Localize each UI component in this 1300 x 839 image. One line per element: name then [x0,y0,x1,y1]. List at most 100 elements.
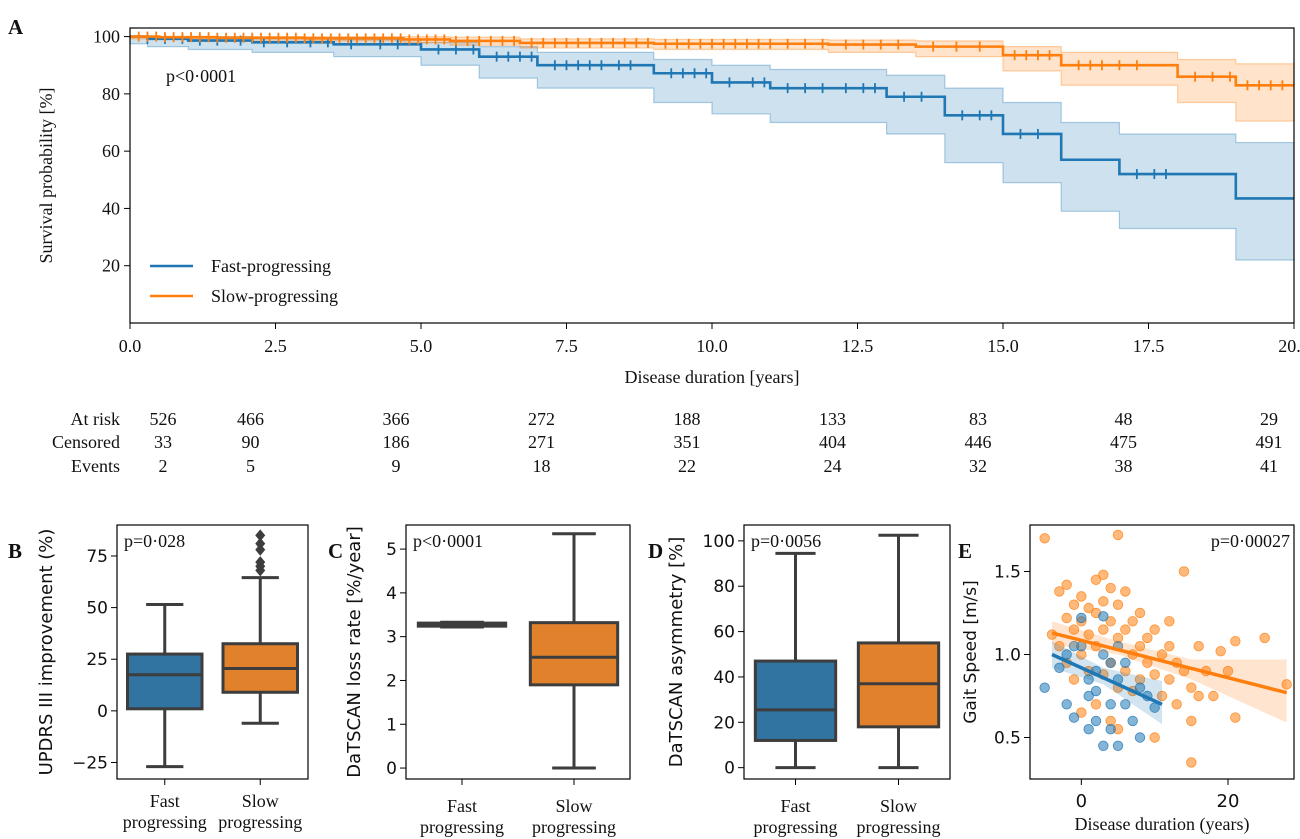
x-tick-label: 20.0 [1278,336,1300,356]
y-tick-label: 40 [102,198,120,218]
plot-frame [1029,524,1295,780]
box-panel-datscan-loss: 012345FastprogressingSlowprogressingDaTS… [344,524,631,837]
risk-cell: 526 [150,409,177,429]
x-category-label: Slow [555,796,592,816]
y-tick-label: 2 [386,671,397,691]
scatter-point [1083,674,1094,685]
risk-cell: 186 [383,432,410,452]
risk-row-label: At risk [71,409,121,429]
risk-cell: 9 [392,456,401,476]
y-tick-label: −25 [72,753,108,773]
risk-row-label: Events [71,456,120,476]
risk-cell: 41 [1260,456,1278,476]
scatter-point [1061,579,1072,590]
scatter-point [1127,616,1138,627]
scatter-point [1222,665,1234,677]
x-tick-label: 15.0 [987,336,1019,356]
ci-band-fast [129,35,1295,261]
y-tick-label: 4 [386,584,397,604]
y-tick-label: 0 [97,702,108,722]
scatter-point [1230,636,1241,647]
y-tick-label: 1.5 [994,562,1021,582]
scatter-point [1215,645,1226,657]
scatter-point [1098,740,1109,751]
scatter-point [1186,715,1197,727]
ci-band-slow [129,35,1295,122]
x-category-label: progressing [754,817,838,837]
y-tick-label: 20 [713,713,735,733]
scatter-point [1186,757,1197,768]
y-tick-label: 5 [386,540,397,560]
x-category-label: progressing [218,812,302,832]
scatter-point [1281,679,1292,690]
y-tick-label: 40 [713,668,735,688]
scatter-point [1105,616,1116,627]
panel-label-c: C [328,539,343,563]
risk-row-label: Censored [52,432,120,452]
legend-label: Fast-progressing [211,256,331,276]
y-tick-label: 1 [386,715,397,735]
risk-cell: 48 [1115,409,1133,429]
scatter-point [1098,596,1109,607]
scatter-point [1134,640,1146,652]
x-category-label: Fast [447,796,477,816]
scatter-point [1090,699,1102,710]
scatter-point [1164,616,1175,627]
risk-cell: 271 [528,432,555,452]
risk-cell: 366 [383,409,410,429]
scatter-point [1098,624,1109,635]
risk-cell: 404 [819,432,846,452]
y-tick-label: 1.0 [994,645,1021,665]
plot-frame [405,524,631,780]
y-tick-label: 75 [86,547,108,567]
x-tick-label: 7.5 [555,336,578,356]
scatter-point [1112,529,1124,541]
box-panel-datscan-asymmetry: 020406080100FastprogressingSlowprogressi… [666,524,951,837]
scatter-point [1076,707,1087,718]
scatter-point [1098,649,1109,660]
scatter-point [1090,574,1102,585]
scatter-point [1149,624,1160,635]
scatter-point [1090,685,1102,697]
y-tick-label: 0 [386,759,397,779]
y-tick-label: 3 [386,628,397,648]
scatter-point [1193,640,1204,652]
x-category-label: Slow [242,791,279,811]
p-value: p<0·0001 [166,66,236,86]
risk-cell: 18 [533,456,551,476]
scatter-point [1259,632,1270,644]
scatter-point [1061,612,1072,624]
panel-label-d: D [648,539,663,563]
risk-cell: 38 [1115,456,1133,476]
risk-cell: 22 [678,456,696,476]
y-axis-label: UPDRS III improvement (%) [36,529,57,776]
outlier-marker [255,537,266,550]
scatter-point [1068,599,1080,610]
scatter-point [1105,699,1116,710]
scatter-point [1134,732,1146,743]
scatter-panel-gait: 0 20 0.5 1.0 1.5 Disease duration (years) Gait… [961,524,1295,835]
scatter-point [1090,715,1102,727]
y-tick-label: 60 [102,141,120,161]
x-tick-label: 0.0 [119,336,142,356]
scatter-point [1083,602,1094,614]
scatter-point [1186,682,1197,693]
scatter-point [1098,611,1109,622]
scatter-point [1149,732,1160,743]
risk-cell: 466 [237,409,264,429]
scatter-point [1054,662,1065,673]
p-value: p=0·00027 [1211,531,1290,551]
y-axis-label: DaTSCAN loss rate [%/year] [344,526,365,778]
box-fast [126,652,204,711]
fit-ci-fast [1052,641,1162,725]
x-axis-label: Disease duration (years) [1075,814,1250,835]
x-tick-label: 20 [1217,791,1240,812]
scatter-point [1142,632,1153,644]
y-tick-label: 80 [713,577,735,597]
plot-frame [743,524,951,780]
legend-label: Slow-progressing [211,286,338,306]
panel-label-b: B [8,539,22,563]
scatter-point [1112,599,1124,610]
scatter-point [1083,629,1094,640]
